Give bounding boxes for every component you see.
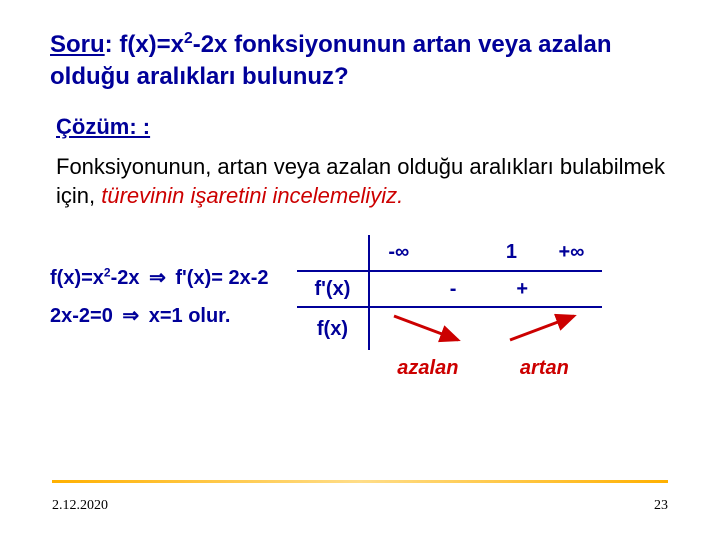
- question-title: Soru: f(x)=x2-2x fonksiyonunun artan vey…: [50, 28, 670, 94]
- desc-right: artan: [486, 350, 602, 386]
- footer: 2.12.2020 23: [52, 498, 668, 514]
- equation-line-1: f(x)=x2-2x ⇒ f'(x)= 2x-2: [50, 259, 269, 297]
- eq2-a: 2x-2=0: [50, 305, 118, 327]
- fprime-right: +: [486, 271, 602, 307]
- body-text: Fonksiyonunun, artan veya azalan olduğu …: [56, 152, 670, 211]
- fprime-left: -: [369, 271, 486, 307]
- table-header-row: -∞ 1 +∞: [297, 235, 603, 271]
- arrow-icon: ⇒: [149, 267, 166, 289]
- equation-line-2: 2x-2=0 ⇒ x=1 olur.: [50, 297, 269, 335]
- eq2-b: x=1 olur.: [143, 305, 230, 327]
- slide: Soru: f(x)=x2-2x fonksiyonunun artan vey…: [0, 0, 720, 540]
- fprime-label: f'(x): [297, 271, 370, 307]
- arrow-icon: ⇒: [122, 305, 139, 327]
- equations: f(x)=x2-2x ⇒ f'(x)= 2x-2 2x-2=0 ⇒ x=1 ol…: [50, 235, 269, 335]
- title-sup: 2: [184, 30, 193, 47]
- sign-table: -∞ 1 +∞ f'(x) - + f(x): [297, 235, 603, 386]
- desc-empty: [297, 350, 370, 386]
- table-fprime-row: f'(x) - +: [297, 271, 603, 307]
- footer-page: 23: [654, 498, 668, 514]
- footer-date: 2.12.2020: [52, 498, 108, 514]
- eq1-b: -2x: [111, 267, 145, 289]
- soru-colon: :: [105, 31, 120, 58]
- pos-inf: +∞: [536, 235, 602, 271]
- one-value: 1: [486, 235, 536, 271]
- neg-inf: -∞: [369, 235, 486, 271]
- arrow-down-cell: [369, 307, 486, 350]
- cozum-label: Çözüm: :: [56, 114, 670, 140]
- f-label: f(x): [297, 307, 370, 350]
- desc-left: azalan: [369, 350, 486, 386]
- table-desc-row: azalan artan: [297, 350, 603, 386]
- title-text-a: f(x)=x: [119, 31, 184, 58]
- up-arrow-icon: [504, 312, 584, 346]
- soru-label: Soru: [50, 31, 105, 58]
- eq1-c: f'(x)= 2x-2: [170, 267, 269, 289]
- footer-divider: [52, 480, 668, 483]
- body-highlight: türevinin işaretini incelemeliyiz.: [101, 183, 403, 208]
- bottom-area: f(x)=x2-2x ⇒ f'(x)= 2x-2 2x-2=0 ⇒ x=1 ol…: [50, 235, 670, 386]
- down-arrow-icon: [388, 312, 468, 346]
- table-f-row: f(x): [297, 307, 603, 350]
- eq1-a: f(x)=x: [50, 267, 104, 289]
- arrow-up-cell: [486, 307, 602, 350]
- table-corner: [297, 235, 370, 271]
- eq1-sup: 2: [104, 266, 111, 280]
